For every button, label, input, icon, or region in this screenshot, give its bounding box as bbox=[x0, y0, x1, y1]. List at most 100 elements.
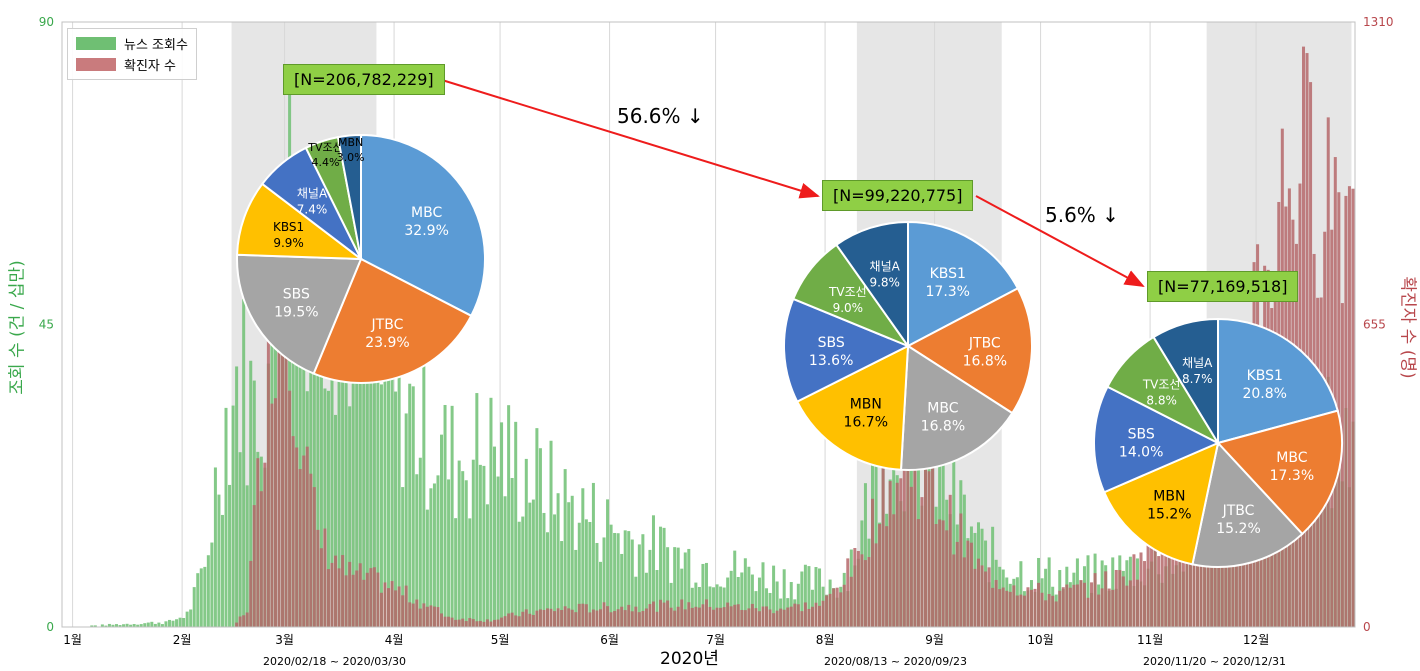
cases-bar bbox=[309, 473, 313, 627]
y-axis-left-title: 조회 수 (건 / 십만) bbox=[7, 260, 28, 395]
cases-bar bbox=[1337, 192, 1341, 627]
cases-bar bbox=[531, 614, 535, 627]
news-bar bbox=[588, 521, 592, 627]
x-tick-label: 2월 bbox=[173, 633, 192, 647]
news-bar bbox=[160, 624, 164, 627]
news-bar bbox=[680, 568, 684, 627]
cases-bar bbox=[881, 453, 885, 627]
cases-bar bbox=[496, 619, 500, 627]
cases-bar bbox=[1019, 594, 1023, 627]
cases-bar bbox=[630, 611, 634, 627]
pie-slice-label: MBN bbox=[1153, 489, 1185, 505]
cases-bar bbox=[1305, 53, 1309, 627]
news-bar bbox=[415, 474, 419, 627]
news-bar bbox=[175, 619, 179, 627]
pie-slice bbox=[360, 133, 486, 318]
legend-label-cases: 확진자 수 bbox=[124, 59, 176, 74]
news-bar bbox=[577, 522, 581, 627]
news-bar bbox=[715, 584, 719, 627]
cases-bar bbox=[418, 608, 422, 627]
news-bar bbox=[712, 587, 716, 627]
news-bar bbox=[609, 524, 613, 627]
pie-chart-1: MBC 32.9% JTBC 23.9% SBS 19.5% KBS1 9.9% 채널A 7.4%… bbox=[236, 133, 486, 384]
news-bar bbox=[235, 366, 239, 627]
pie-total-box-3: [N=77,169,518] bbox=[1147, 271, 1299, 302]
cases-bar bbox=[1333, 157, 1337, 627]
cases-bar bbox=[644, 608, 648, 627]
cases-bar bbox=[687, 602, 691, 627]
cases-bar bbox=[334, 555, 338, 627]
cases-bar bbox=[916, 519, 920, 627]
cases-bar bbox=[542, 610, 546, 627]
cases-bar bbox=[305, 446, 309, 627]
cases-bar bbox=[733, 604, 737, 627]
news-bar bbox=[563, 469, 567, 627]
x-tick-label: 4월 bbox=[385, 633, 404, 647]
news-bar bbox=[510, 477, 514, 627]
pie-slice bbox=[312, 257, 473, 384]
cases-bar bbox=[1037, 582, 1041, 627]
pie-slice-label: SBS bbox=[1128, 427, 1155, 443]
cases-bar bbox=[920, 497, 924, 627]
news-bar bbox=[129, 624, 133, 627]
pie-slice-label: KBS1 bbox=[1247, 368, 1283, 384]
news-bar bbox=[704, 562, 708, 627]
pie-slice-label: TV조선 bbox=[828, 285, 867, 299]
cases-bar bbox=[1351, 188, 1355, 627]
cases-bar bbox=[796, 604, 800, 627]
news-bar bbox=[372, 345, 376, 627]
change-arrow-1 bbox=[441, 79, 820, 199]
cases-bar bbox=[754, 608, 758, 627]
news-bar bbox=[528, 502, 532, 627]
cases-bar bbox=[1139, 552, 1143, 627]
cases-bar bbox=[676, 606, 680, 627]
cases-bar bbox=[1344, 195, 1348, 627]
cases-bar bbox=[1302, 46, 1306, 628]
pie-slice-value: 23.9% bbox=[365, 335, 409, 351]
cases-bar bbox=[1146, 531, 1150, 627]
news-bar bbox=[362, 237, 366, 628]
cases-bar bbox=[987, 567, 991, 627]
y-tick-left: 45 bbox=[39, 318, 54, 332]
cases-bar bbox=[478, 620, 482, 627]
change-label-2: 5.6% ↓ bbox=[1045, 203, 1119, 227]
legend-item-cases: 확진자 수 bbox=[76, 54, 188, 75]
cases-bar bbox=[524, 609, 528, 627]
cases-bar bbox=[941, 520, 945, 627]
pie-slice bbox=[1216, 409, 1343, 536]
news-bar bbox=[203, 566, 207, 627]
news-bar bbox=[485, 504, 489, 627]
cases-bar bbox=[747, 608, 751, 627]
news-bar bbox=[379, 384, 383, 627]
y-tick-right: 655 bbox=[1363, 318, 1386, 332]
pie-slice bbox=[783, 297, 911, 403]
cases-bar bbox=[602, 602, 606, 627]
news-bar bbox=[549, 440, 553, 627]
pie-slice bbox=[1093, 385, 1221, 494]
news-bar bbox=[733, 550, 737, 627]
pie-slice-value: 16.8% bbox=[921, 419, 965, 435]
cases-bar bbox=[803, 602, 807, 627]
cases-bar bbox=[507, 613, 511, 627]
cases-bar bbox=[436, 607, 440, 627]
cases-bar bbox=[1040, 592, 1044, 627]
pie-slice-value: 4.4% bbox=[312, 156, 340, 169]
cases-bar bbox=[690, 607, 694, 627]
news-bar bbox=[461, 471, 465, 627]
news-bar bbox=[531, 499, 535, 627]
news-bar bbox=[150, 621, 154, 627]
news-bar bbox=[574, 549, 578, 627]
plot-frame bbox=[61, 21, 1356, 628]
pie-slice bbox=[906, 286, 1033, 415]
cases-bar bbox=[913, 459, 917, 627]
news-bar bbox=[570, 495, 574, 627]
news-bar bbox=[500, 422, 504, 627]
cases-bar bbox=[291, 436, 295, 627]
x-tick-label: 7월 bbox=[706, 633, 725, 647]
x-tick-label: 1월 bbox=[63, 633, 82, 647]
cases-bar bbox=[697, 607, 701, 627]
pie-slice-label: KBS1 bbox=[273, 220, 304, 234]
news-bar bbox=[750, 574, 754, 627]
news-bar bbox=[344, 287, 348, 627]
